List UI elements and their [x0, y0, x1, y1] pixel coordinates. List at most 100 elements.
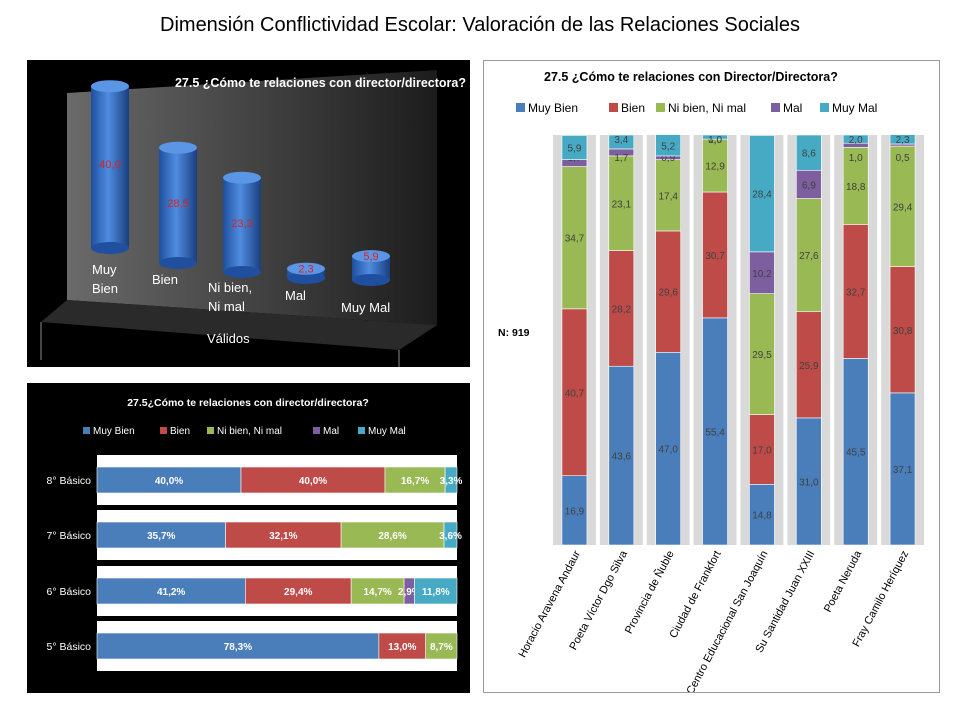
- bar-segment: 35,7%: [96, 521, 226, 549]
- bar: [340, 521, 445, 549]
- data-label: 8,7%: [430, 642, 453, 653]
- bar-segment: 23,1: [608, 155, 635, 251]
- category-label: 8° Básico: [47, 475, 92, 487]
- bar: [561, 135, 588, 160]
- legend-swatch: [313, 427, 320, 434]
- data-label: 2,3: [896, 135, 910, 146]
- bar: [796, 311, 822, 419]
- bar: [608, 250, 635, 367]
- bar: 40,0: [91, 80, 129, 254]
- legend-label: Mal: [323, 426, 339, 437]
- chart-title: 27.5¿Cómo te relaciones con director/dir…: [127, 397, 369, 409]
- data-label: 0,0: [708, 135, 722, 146]
- data-label: 3,3%: [440, 476, 463, 487]
- bar: [749, 484, 775, 546]
- bar: [796, 417, 822, 546]
- legend-swatch: [358, 427, 365, 434]
- data-label: 47,0: [658, 445, 678, 456]
- bar-segment: 3,4: [608, 134, 635, 150]
- data-label: 40,0%: [155, 476, 183, 487]
- data-label: 5,2: [661, 141, 675, 152]
- bar-segment: 45,5: [842, 358, 869, 546]
- bar-segment: 8,6: [796, 134, 822, 171]
- bar-body: [159, 147, 197, 263]
- data-label: 23,1: [612, 199, 632, 210]
- data-label: 43,6: [612, 452, 632, 463]
- legend-label: Mal: [783, 101, 802, 115]
- bar-segment: 40,7: [561, 308, 588, 477]
- bar: 28,5: [159, 141, 197, 269]
- legend-swatch: [207, 427, 214, 434]
- category-label: Ciudad de Frankfort: [667, 549, 723, 640]
- data-label: 27,6: [799, 251, 819, 262]
- data-label: 0,9: [661, 153, 675, 164]
- data-label: 35,7%: [147, 531, 175, 542]
- bar: 5,9: [352, 250, 390, 286]
- legend-item: Ni bien, Ni mal: [207, 426, 282, 437]
- data-label: 40,0%: [299, 476, 327, 487]
- bar-segment: 40,0%: [96, 466, 242, 494]
- legend-item: Muy Bien: [83, 426, 135, 437]
- bar: [749, 251, 775, 294]
- category-label: Centro Educacional San Joaquín: [684, 549, 770, 692]
- data-label: 8,6: [802, 149, 816, 160]
- bar-segment: 29,4%: [245, 577, 352, 605]
- bar-base: [287, 272, 325, 284]
- bar: [749, 135, 775, 253]
- bar: [796, 169, 822, 199]
- data-label: 10,2: [752, 269, 772, 280]
- bar-segment: 41,2%: [96, 577, 246, 605]
- data-label: 28,5: [167, 198, 188, 210]
- bar-segment: 3,6%: [439, 521, 462, 549]
- category-label: Bien: [92, 281, 118, 296]
- data-label: 12,9: [705, 162, 725, 173]
- bar-segment: 5,9: [561, 135, 588, 160]
- bar-segment: 29,5: [749, 293, 775, 415]
- bar-top: [159, 141, 197, 154]
- bar: [842, 224, 869, 359]
- bar-segment: 47,0: [655, 351, 681, 546]
- bar-segment: 30,8: [889, 266, 916, 394]
- chart-title: 27.5 ¿Cómo te relaciones con Director/Di…: [544, 70, 838, 84]
- legend-item: Ni bien, Ni mal: [656, 101, 746, 115]
- data-label: 5,9: [567, 144, 581, 155]
- bar-segment: 30,7: [702, 191, 728, 319]
- bar-segment: 55,4: [702, 317, 728, 546]
- data-label: 29,6: [658, 288, 678, 299]
- bar: [655, 230, 681, 353]
- bar: [378, 632, 426, 660]
- bar: [655, 159, 681, 232]
- data-label: 32,1%: [269, 531, 297, 542]
- bar-segment: 8,7%: [425, 632, 458, 660]
- bar-segment: 6,9: [796, 169, 822, 199]
- bar-segment: 11,8%: [414, 577, 458, 605]
- legend-item: Bien: [609, 101, 645, 115]
- bar-segment: 13,0%: [378, 632, 426, 660]
- data-label: 29,4: [893, 202, 913, 213]
- category-label: Muy Mal: [341, 300, 390, 315]
- bar-segment: 5,2: [655, 134, 681, 157]
- bar-segment: 28,6%: [340, 521, 445, 549]
- data-label: 45,5: [846, 448, 866, 459]
- bar: [655, 134, 681, 157]
- data-label: 6,9: [802, 180, 816, 191]
- bar: [414, 577, 458, 605]
- bar-segment: 17,0: [749, 414, 775, 485]
- legend-item: Bien: [160, 426, 190, 437]
- bar-segment: 27,6: [796, 198, 822, 313]
- chart-title: 27.5 ¿Cómo te relaciones con director/di…: [175, 76, 466, 90]
- bar-segment: 0,0: [708, 135, 722, 146]
- bar-base: [352, 274, 390, 286]
- category-label: Ni bien,: [208, 280, 252, 295]
- bar-base: [91, 242, 129, 254]
- bar: [443, 521, 458, 549]
- group-label: Válidos: [207, 331, 250, 346]
- bar: [96, 521, 226, 549]
- bar: [245, 577, 352, 605]
- bar: [561, 308, 588, 477]
- horizontal-bar-chart: 27.5¿Cómo te relaciones con director/dir…: [47, 397, 463, 671]
- legend-item: Muy Bien: [516, 101, 578, 115]
- bar-segment: 3,3%: [440, 466, 463, 494]
- bar: [655, 351, 681, 546]
- bar-segment: 78,3%: [96, 632, 380, 660]
